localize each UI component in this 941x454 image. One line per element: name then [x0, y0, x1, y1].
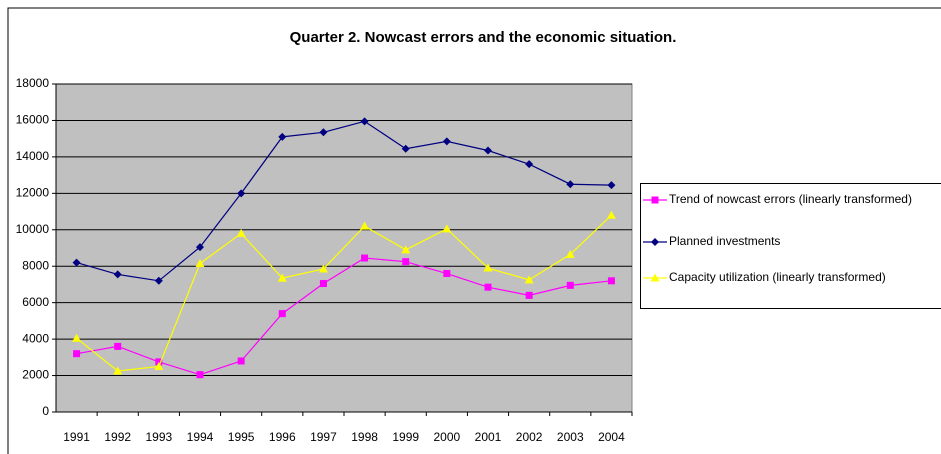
point-marker: [196, 371, 204, 379]
point-marker: [73, 350, 81, 358]
point-marker: [319, 128, 328, 137]
legend-item: Planned investments: [641, 234, 919, 249]
x-tick-label: 1996: [269, 430, 296, 444]
point-marker: [361, 254, 369, 262]
series-line: [76, 214, 612, 372]
point-marker: [607, 181, 616, 190]
point-marker: [443, 270, 451, 278]
series-line: [76, 120, 612, 282]
series-line: [76, 257, 612, 376]
legend-label: Trend of nowcast errors (linearly transf…: [669, 192, 912, 206]
point-marker: [566, 281, 574, 289]
point-marker: [442, 224, 452, 233]
point-marker: [483, 263, 493, 272]
point-marker: [525, 160, 534, 169]
chart-title: Quarter 2. Nowcast errors and the econom…: [290, 29, 677, 46]
point-marker: [484, 146, 492, 155]
legend-item: Capacity utilization (linearly transform…: [641, 270, 919, 285]
point-marker: [72, 258, 81, 267]
point-marker: [236, 228, 246, 237]
point-marker: [402, 258, 410, 266]
legend-swatch: [643, 196, 667, 204]
y-tick-label: 6000: [22, 295, 49, 309]
y-tick-label: 10000: [16, 222, 50, 236]
legend-swatch: [643, 273, 667, 282]
point-marker: [524, 275, 534, 284]
x-tick-label: 1994: [187, 430, 214, 444]
point-marker: [155, 358, 163, 366]
point-marker: [237, 357, 245, 365]
point-marker: [114, 342, 122, 350]
point-marker: [566, 180, 575, 189]
legend-swatch: [643, 238, 667, 246]
y-tick-label: 12000: [16, 186, 50, 200]
y-tick-label: 8000: [22, 258, 49, 272]
x-tick-label: 1998: [351, 430, 378, 444]
x-tick-label: 1991: [63, 430, 90, 444]
point-marker: [318, 264, 328, 273]
point-marker: [154, 361, 164, 370]
point-marker: [196, 243, 204, 252]
point-marker: [401, 245, 411, 254]
point-marker: [484, 283, 492, 291]
legend-item: Trend of nowcast errors (linearly transf…: [641, 192, 919, 207]
x-tick-label: 2000: [434, 430, 461, 444]
x-tick-label: 2001: [475, 430, 502, 444]
point-marker: [237, 189, 246, 198]
y-tick-label: 14000: [16, 149, 50, 163]
point-marker: [360, 221, 370, 230]
point-marker: [651, 196, 659, 204]
point-marker: [565, 249, 575, 258]
y-tick-label: 18000: [16, 76, 50, 90]
x-tick-label: 1995: [228, 430, 255, 444]
point-marker: [525, 291, 533, 299]
x-tick-label: 2002: [516, 430, 543, 444]
point-marker: [113, 270, 122, 279]
x-tick-label: 2004: [598, 430, 625, 444]
point-marker: [113, 366, 123, 375]
point-marker: [607, 277, 615, 285]
point-marker: [360, 117, 369, 126]
y-tick-label: 16000: [16, 113, 50, 127]
point-marker: [651, 238, 659, 246]
point-marker: [650, 273, 660, 282]
point-marker: [195, 258, 205, 267]
point-marker: [72, 333, 82, 342]
y-tick-label: 2000: [22, 368, 49, 382]
legend: Trend of nowcast errors (linearly transf…: [640, 183, 941, 309]
y-tick-label: 4000: [22, 331, 49, 345]
x-tick-label: 1993: [146, 430, 173, 444]
x-tick-label: 1999: [392, 430, 419, 444]
x-tick-label: 2003: [557, 430, 584, 444]
x-tick-label: 1992: [104, 430, 131, 444]
legend-label: Capacity utilization (linearly transform…: [669, 270, 886, 284]
point-marker: [606, 210, 616, 219]
point-marker: [277, 273, 287, 282]
point-marker: [278, 132, 287, 141]
point-marker: [154, 276, 163, 285]
point-marker: [319, 280, 327, 288]
y-tick-label: 0: [42, 404, 49, 418]
point-marker: [401, 144, 410, 153]
x-tick-label: 1997: [310, 430, 337, 444]
legend-label: Planned investments: [669, 234, 781, 248]
point-marker: [278, 310, 286, 318]
point-marker: [442, 137, 451, 146]
